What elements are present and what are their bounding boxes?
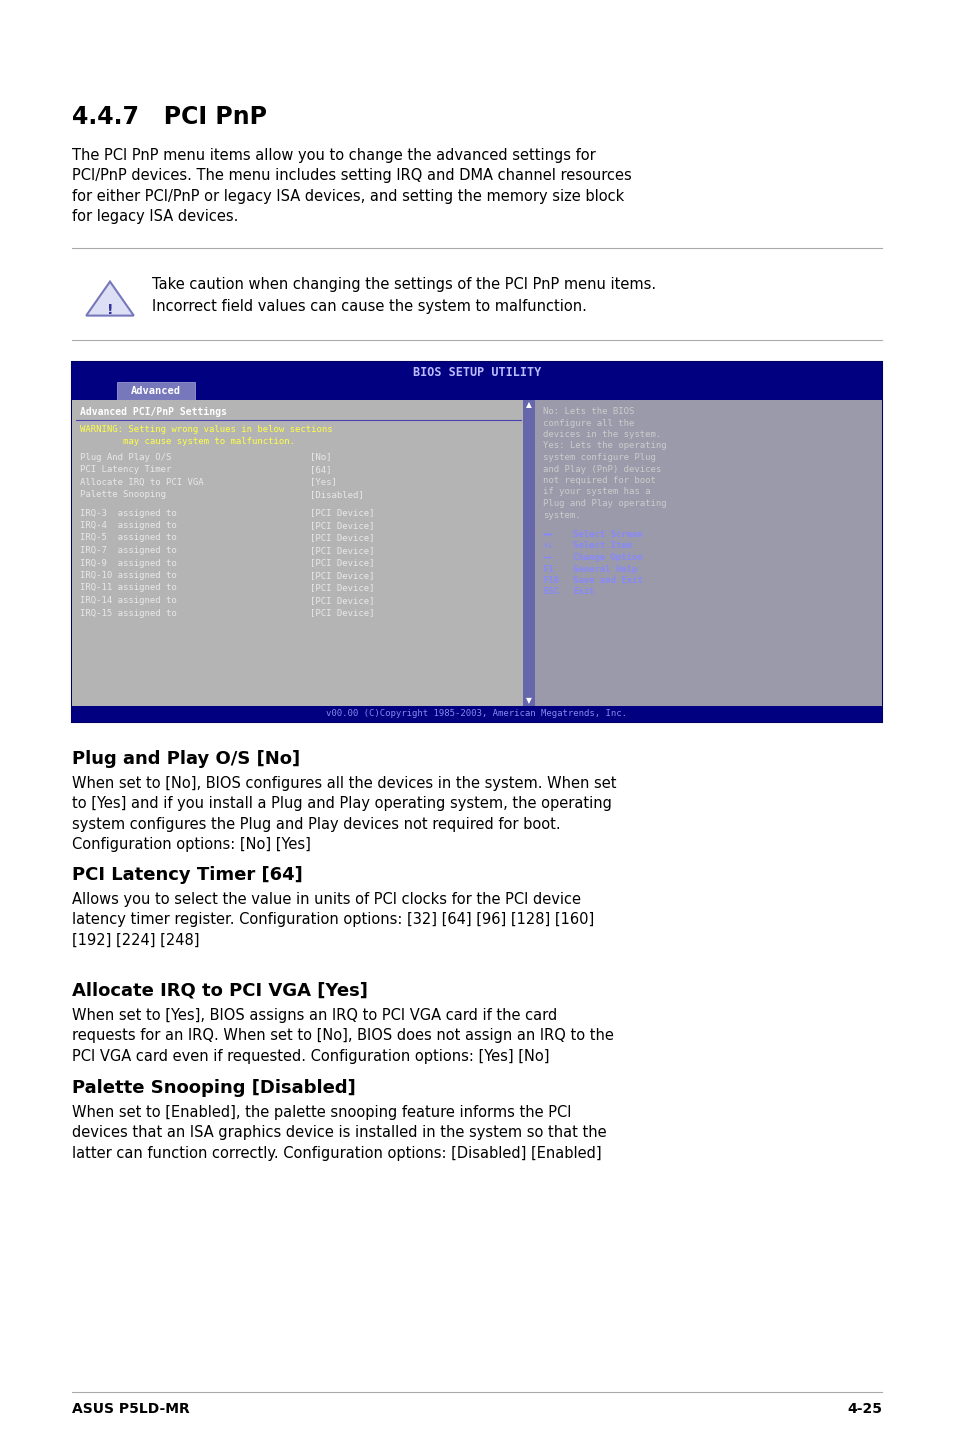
Text: ↑↓: ↑↓: [542, 542, 553, 551]
Text: Palette Snooping: Palette Snooping: [80, 490, 166, 499]
Text: IRQ-15 assigned to: IRQ-15 assigned to: [80, 608, 176, 617]
Text: 4-25: 4-25: [846, 1402, 882, 1416]
Text: No: Lets the BIOS: No: Lets the BIOS: [542, 407, 634, 416]
Text: [PCI Device]: [PCI Device]: [310, 595, 375, 605]
Text: ▼: ▼: [525, 696, 532, 706]
Text: and Play (PnP) devices: and Play (PnP) devices: [542, 464, 660, 473]
Text: Allocate IRQ to PCI VGA [Yes]: Allocate IRQ to PCI VGA [Yes]: [71, 982, 368, 999]
Text: F1: F1: [542, 565, 553, 574]
Text: 4.4.7   PCI PnP: 4.4.7 PCI PnP: [71, 105, 267, 129]
Bar: [71, 400, 535, 706]
Text: IRQ-9  assigned to: IRQ-9 assigned to: [80, 558, 176, 568]
Text: [PCI Device]: [PCI Device]: [310, 584, 375, 592]
Text: [Yes]: [Yes]: [310, 477, 336, 486]
Text: BIOS SETUP UTILITY: BIOS SETUP UTILITY: [413, 365, 540, 378]
Text: Exit: Exit: [573, 588, 594, 597]
Bar: [71, 706, 882, 722]
Text: !: !: [107, 303, 113, 316]
Text: IRQ-3  assigned to: IRQ-3 assigned to: [80, 509, 176, 518]
Text: General Help: General Help: [573, 565, 637, 574]
Text: When set to [No], BIOS configures all the devices in the system. When set
to [Ye: When set to [No], BIOS configures all th…: [71, 777, 616, 853]
Text: Allocate IRQ to PCI VGA: Allocate IRQ to PCI VGA: [80, 477, 203, 486]
Text: may cause system to malfunction.: may cause system to malfunction.: [80, 437, 294, 446]
Text: [PCI Device]: [PCI Device]: [310, 521, 375, 531]
Text: Advanced PCI/PnP Settings: Advanced PCI/PnP Settings: [80, 407, 227, 417]
Text: The PCI PnP menu items allow you to change the advanced settings for
PCI/PnP dev: The PCI PnP menu items allow you to chan…: [71, 148, 631, 224]
Text: v00.00 (C)Copyright 1985-2003, American Megatrends, Inc.: v00.00 (C)Copyright 1985-2003, American …: [326, 709, 627, 719]
Text: WARNING: Setting wrong values in below sections: WARNING: Setting wrong values in below s…: [80, 426, 333, 434]
Text: devices in the system.: devices in the system.: [542, 430, 660, 439]
Text: [PCI Device]: [PCI Device]: [310, 571, 375, 580]
Text: Yes: Lets the operating: Yes: Lets the operating: [542, 441, 666, 450]
Text: [PCI Device]: [PCI Device]: [310, 608, 375, 617]
Text: [PCI Device]: [PCI Device]: [310, 533, 375, 542]
Text: configure all the: configure all the: [542, 418, 634, 427]
Text: not required for boot: not required for boot: [542, 476, 655, 485]
Text: Plug And Play O/S: Plug And Play O/S: [80, 453, 172, 462]
Text: ▲: ▲: [525, 401, 532, 410]
Text: Allows you to select the value in units of PCI clocks for the PCI device
latency: Allows you to select the value in units …: [71, 892, 594, 948]
Text: When set to [Enabled], the palette snooping feature informs the PCI
devices that: When set to [Enabled], the palette snoop…: [71, 1104, 606, 1160]
Text: IRQ-14 assigned to: IRQ-14 assigned to: [80, 595, 176, 605]
Text: [Disabled]: [Disabled]: [310, 490, 363, 499]
Polygon shape: [86, 282, 133, 315]
Text: IRQ-4  assigned to: IRQ-4 assigned to: [80, 521, 176, 531]
Bar: [522, 400, 535, 706]
Text: PCI Latency Timer [64]: PCI Latency Timer [64]: [71, 866, 302, 884]
Bar: [71, 362, 882, 722]
Text: Advanced: Advanced: [131, 385, 181, 395]
Text: [No]: [No]: [310, 453, 331, 462]
Text: system.: system.: [542, 510, 580, 519]
Text: [PCI Device]: [PCI Device]: [310, 546, 375, 555]
Text: ←←: ←←: [542, 554, 553, 562]
Text: ESC: ESC: [542, 588, 558, 597]
Text: Take caution when changing the settings of the PCI PnP menu items.
Incorrect fie: Take caution when changing the settings …: [152, 278, 656, 313]
Text: PCI Latency Timer: PCI Latency Timer: [80, 464, 172, 475]
Text: IRQ-10 assigned to: IRQ-10 assigned to: [80, 571, 176, 580]
Text: Plug and Play operating: Plug and Play operating: [542, 499, 666, 508]
Text: Select Item: Select Item: [573, 542, 632, 551]
Text: Palette Snooping [Disabled]: Palette Snooping [Disabled]: [71, 1078, 355, 1097]
Text: [PCI Device]: [PCI Device]: [310, 509, 375, 518]
Text: IRQ-7  assigned to: IRQ-7 assigned to: [80, 546, 176, 555]
Text: [PCI Device]: [PCI Device]: [310, 558, 375, 568]
Text: Change Option: Change Option: [573, 554, 642, 562]
Text: Plug and Play O/S [No]: Plug and Play O/S [No]: [71, 751, 300, 768]
Text: if your system has a: if your system has a: [542, 487, 650, 496]
Text: ASUS P5LD-MR: ASUS P5LD-MR: [71, 1402, 190, 1416]
Text: Select Screen: Select Screen: [573, 531, 642, 539]
Text: F10: F10: [542, 577, 558, 585]
Text: system configure Plug: system configure Plug: [542, 453, 655, 462]
Bar: [117, 383, 194, 400]
Bar: [535, 400, 882, 706]
Text: IRQ-5  assigned to: IRQ-5 assigned to: [80, 533, 176, 542]
Bar: [71, 383, 882, 400]
Text: [64]: [64]: [310, 464, 331, 475]
Text: IRQ-11 assigned to: IRQ-11 assigned to: [80, 584, 176, 592]
Text: ↔↔: ↔↔: [542, 531, 553, 539]
Bar: [71, 362, 882, 383]
Text: When set to [Yes], BIOS assigns an IRQ to PCI VGA card if the card
requests for : When set to [Yes], BIOS assigns an IRQ t…: [71, 1008, 613, 1064]
Text: Save and Exit: Save and Exit: [573, 577, 642, 585]
